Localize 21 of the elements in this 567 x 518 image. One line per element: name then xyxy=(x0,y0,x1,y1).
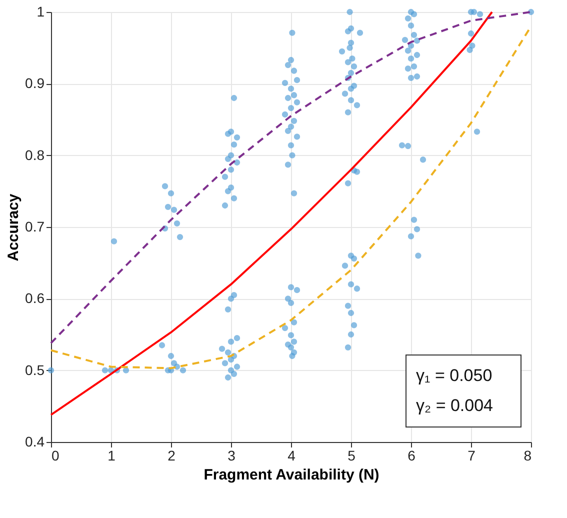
x-tick-label: 6 xyxy=(408,448,416,464)
x-tick-label: 4 xyxy=(288,448,296,464)
x-tick-label: 7 xyxy=(468,448,476,464)
x-tick-label: 3 xyxy=(228,448,236,464)
y-tick-label: 0.9 xyxy=(25,75,45,92)
y-axis-title: Accuracy xyxy=(5,193,22,262)
x-tick-label: 0 xyxy=(52,448,60,464)
y-tick-label: 0.6 xyxy=(25,290,45,306)
x-tick-label: 8 xyxy=(524,448,532,464)
annotation: γ₂ = 0.004 xyxy=(416,396,494,415)
y-tick-label: 0.4 xyxy=(25,434,45,450)
y-tick-label: 1 xyxy=(36,4,45,20)
x-tick-label: 1 xyxy=(108,448,116,464)
y-tick-label: 0.8 xyxy=(25,146,45,163)
x-tick-label: 2 xyxy=(168,448,176,464)
x-axis-title: Fragment Availability (N) xyxy=(204,466,380,484)
line-series xyxy=(50,11,493,416)
annotation: γ₁ = 0.050 xyxy=(416,366,492,385)
y-tick-label: 0.5 xyxy=(25,362,45,378)
x-tick-label: 5 xyxy=(348,448,356,464)
y-tick-label: 0.7 xyxy=(25,218,45,234)
